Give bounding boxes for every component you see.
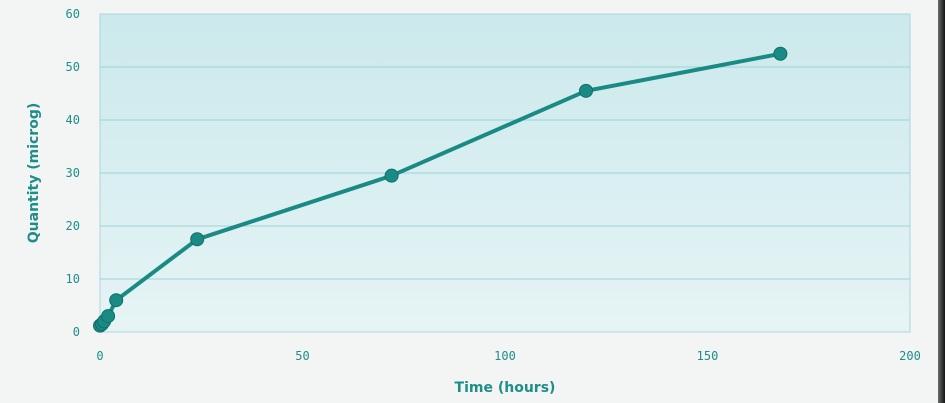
x-axis-ticks: 0 50 100 150 200 — [96, 349, 920, 363]
y-tick-label: 20 — [66, 219, 80, 233]
window-edge — [938, 0, 945, 403]
x-tick-label: 200 — [899, 349, 921, 363]
data-point — [190, 232, 205, 247]
data-point — [384, 168, 399, 183]
data-point — [109, 293, 124, 308]
x-tick-label: 100 — [494, 349, 516, 363]
y-tick-label: 40 — [66, 113, 80, 127]
y-axis-title: Quantity (microg) — [26, 103, 42, 244]
y-tick-label: 60 — [66, 7, 80, 21]
data-point — [579, 83, 593, 98]
data-point — [101, 309, 116, 324]
y-axis-ticks: 0 10 20 30 40 50 60 — [66, 7, 80, 339]
y-tick-label: 50 — [66, 60, 80, 74]
x-tick-label: 150 — [697, 349, 719, 363]
x-tick-label: 0 — [96, 349, 103, 363]
y-tick-label: 0 — [73, 325, 80, 339]
x-tick-label: 50 — [295, 349, 309, 363]
gridlines — [100, 66, 910, 280]
y-tick-label: 10 — [66, 272, 80, 286]
x-axis-title: Time (hours) — [455, 380, 556, 396]
y-tick-label: 30 — [66, 166, 80, 180]
data-point — [773, 46, 788, 61]
series-group — [93, 46, 788, 333]
